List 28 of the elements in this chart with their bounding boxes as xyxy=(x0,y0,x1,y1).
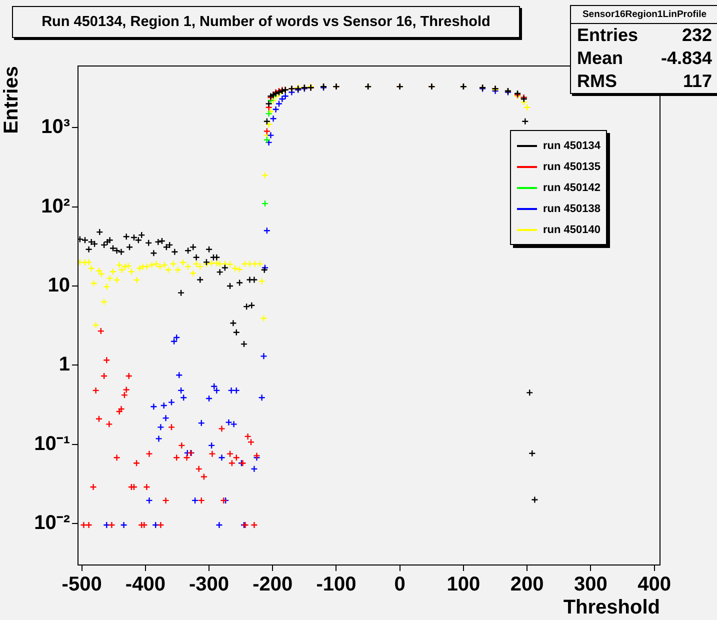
x-tick-label: -300 xyxy=(189,574,230,596)
chart-title: Run 450134, Region 1, Number of words vs Sensor 16, Threshold xyxy=(12,6,520,38)
y-axis-title: Entries xyxy=(0,66,23,134)
y-tick-label: 10⁻¹ xyxy=(34,432,70,455)
text: RMS 117 xyxy=(577,71,712,91)
legend-label: run 450135 xyxy=(543,160,600,172)
text: Entries 232 xyxy=(577,25,712,45)
text: Sensor16Region1LinProfile xyxy=(571,6,717,24)
x-tick-label: -500 xyxy=(62,574,102,596)
y-tick-label: 10 xyxy=(48,274,70,297)
legend-label: run 450140 xyxy=(543,224,600,236)
legend-label: run 450142 xyxy=(543,182,600,194)
x-tick-label: -400 xyxy=(125,574,166,596)
x-tick-label: 100 xyxy=(446,574,480,596)
y-tick-label: 10³ xyxy=(41,116,70,138)
x-tick-label: 200 xyxy=(510,574,544,596)
x-tick-label: 0 xyxy=(394,574,406,596)
y-tick-label: 10⁻² xyxy=(34,512,70,534)
text: Mean -4.834 xyxy=(577,48,712,68)
x-tick-label: -200 xyxy=(252,574,293,596)
legend-label: run 450138 xyxy=(543,202,600,214)
y-tick-label: 10² xyxy=(41,195,70,218)
x-tick-label: 400 xyxy=(638,574,671,596)
x-tick-label: -100 xyxy=(316,574,356,596)
x-axis-title: Threshold xyxy=(563,596,660,619)
y-tick-label: 1 xyxy=(58,354,70,376)
x-tick-label: 300 xyxy=(574,574,608,596)
legend-label: run 450134 xyxy=(543,140,600,152)
